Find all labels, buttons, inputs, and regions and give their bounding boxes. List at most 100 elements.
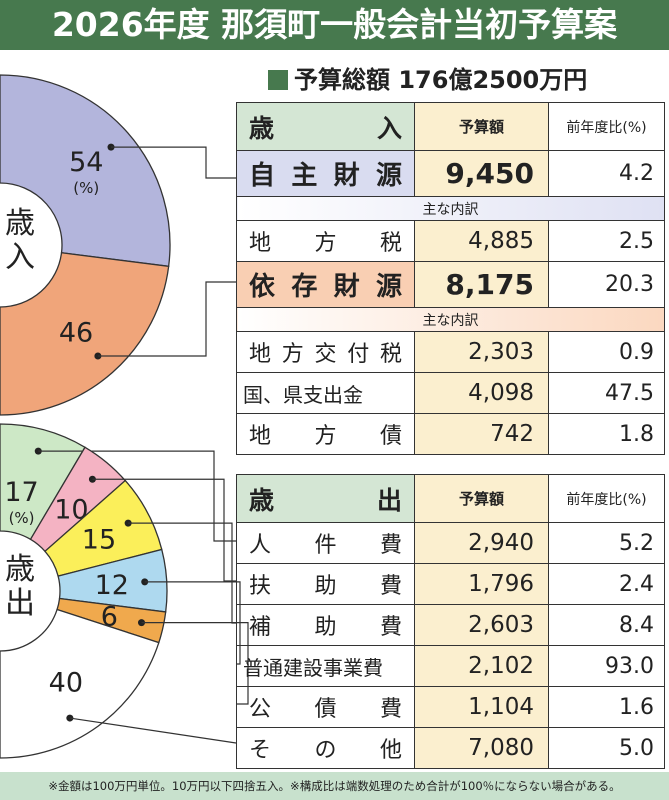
label-char: 源 [375,161,402,191]
revenue-row-bond-label-cell: 地方債 [236,413,415,455]
expense-header-label: 歳出 [249,481,402,517]
budget-total-text: 予算総額 176億2500万円 [294,66,588,94]
revenue-row-bond: 地 方 債 742 1.8 [236,413,665,455]
label-char: 方 [281,342,304,367]
revenue-sub-row-2: 主な内訳 [236,307,665,332]
expense-row-other-label: その他 [249,732,402,764]
pie0-leader-1 [97,281,236,357]
revenue-row-tax-label: 地方税 [249,225,402,257]
pie0-leader-0 [111,146,236,179]
expense-row-debt-pct: 1.6 [548,686,665,728]
expense-header-amount: 予算額 [414,474,549,523]
label-char: 財 [333,161,360,191]
revenue-row-own-amount: 9,450 [414,150,549,197]
pie1-leader-5 [69,717,237,744]
pie1-center-char-0: 歳 [5,552,35,587]
expense-row-subsidy-amount: 2,603 [414,604,549,646]
expense-row-personnel-label: 人件費 [249,527,402,559]
pie1-label-0: 17 [4,477,38,508]
page-title: 2026年度 那須町一般会計当初予算案 [0,0,669,50]
revenue-sub-label-2: 主な内訳 [236,307,665,332]
expense-header-pct: 前年度比(%) [548,474,665,523]
expense-table: 歳出 予算額 前年度比(%) 人件費 2,940 5.2 扶助費 1,796 2… [236,474,665,769]
label-char: 主 [291,161,318,191]
revenue-row-tax-pct: 2.5 [548,220,665,262]
label-char: 補 [249,615,272,640]
pie1-label-5: 40 [49,668,83,699]
label-char: 公 [249,697,272,722]
expense-row-personnel: 人 件 費 2,940 5.2 [236,522,665,564]
revenue-row-tax-label-cell: 地方税 [236,220,415,262]
label-char: 存 [291,272,318,302]
pie1-center-char-1: 出 [5,586,35,621]
revenue-row-bond-pct: 1.8 [548,413,665,455]
expense-row-welfare-amount: 1,796 [414,563,549,605]
expense-row-welfare-pct: 2.4 [548,563,665,605]
revenue-row-dependent-pct: 20.3 [548,261,665,308]
revenue-row-tax: 地 方 税 4,885 2.5 [236,220,665,262]
revenue-row-dependent: 依存財源 8,175 20.3 [236,261,665,308]
expense-row-other-amount: 7,080 [414,727,549,769]
pie1-leader-0 [38,450,236,542]
label-char: 歳 [249,485,275,515]
square-bullet-icon [268,70,288,90]
revenue-row-own: 自主財源 9,450 4.2 [236,150,665,197]
expense-row-debt: 公 債 費 1,104 1.6 [236,686,665,728]
revenue-row-dependent-amount: 8,175 [414,261,549,308]
revenue-row-dependent-label-cell: 依存財源 [236,261,415,308]
label-char: 財 [333,272,360,302]
revenue-row-grant-amount: 2,303 [414,331,549,373]
label-char: 自 [249,161,276,191]
revenue-row-own-label-cell: 自主財源 [236,150,415,197]
budget-total: 予算総額 176億2500万円 [268,60,587,95]
label-char: 費 [379,697,402,722]
expense-row-subsidy-pct: 8.4 [548,604,665,646]
expense-row-debt-label-cell: 公債費 [236,686,415,728]
expense-row-personnel-label-cell: 人件費 [236,522,415,564]
revenue-header-row: 歳入 予算額 前年度比(%) [236,102,665,151]
pie0-unit: (%) [73,179,99,197]
expense-row-debt-label: 公債費 [249,691,402,723]
label-char: 費 [379,615,402,640]
label-char: 債 [379,424,402,449]
revenue-sub-label-1: 主な内訳 [236,196,665,221]
label-char: 源 [375,272,402,302]
revenue-row-bond-amount: 742 [414,413,549,455]
label-char: 交 [314,342,337,367]
revenue-row-grant-pct: 0.9 [548,331,665,373]
pie0-label-0: 54 [69,147,103,178]
expense-row-welfare: 扶 助 費 1,796 2.4 [236,563,665,605]
expense-row-subsidy-label: 補助費 [249,609,402,641]
label-char: 地 [249,424,272,449]
revenue-header-label-cell: 歳入 [236,102,415,151]
expense-row-construction-label: 普通建設事業費 [236,645,415,687]
expense-row-personnel-pct: 5.2 [548,522,665,564]
revenue-header-amount: 予算額 [414,102,549,151]
pie1-label-3: 12 [95,570,129,601]
revenue-row-subsidy-amount: 4,098 [414,372,549,414]
label-char: 人 [249,533,272,558]
expense-row-personnel-amount: 2,940 [414,522,549,564]
label-char: 費 [379,533,402,558]
revenue-row-grant-label-cell: 地方交付税 [236,331,415,373]
pie1-leader-1 [92,478,236,582]
revenue-row-subsidy-pct: 47.5 [548,372,665,414]
revenue-header-pct: 前年度比(%) [548,102,665,151]
label-char: 地 [249,342,272,367]
label-char: 債 [314,697,337,722]
pie1-label-2: 15 [82,525,116,556]
revenue-row-grant-label: 地方交付税 [249,336,402,368]
revenue-row-tax-amount: 4,885 [414,220,549,262]
expense-row-other-pct: 5.0 [548,727,665,769]
revenue-row-subsidy: 国、県支出金 4,098 47.5 [236,372,665,414]
expense-header-row: 歳出 予算額 前年度比(%) [236,474,665,523]
revenue-row-own-label: 自主財源 [249,155,402,192]
expense-header-label-cell: 歳出 [236,474,415,523]
label-char: 地 [249,231,272,256]
expense-row-construction: 普通建設事業費 2,102 93.0 [236,645,665,687]
expense-row-welfare-label: 扶助費 [249,568,402,600]
revenue-table: 歳入 予算額 前年度比(%) 自主財源 9,450 4.2 主な内訳 地方税 4… [236,102,665,455]
label-char: 入 [376,113,402,143]
pie0-label-1: 46 [59,317,93,348]
